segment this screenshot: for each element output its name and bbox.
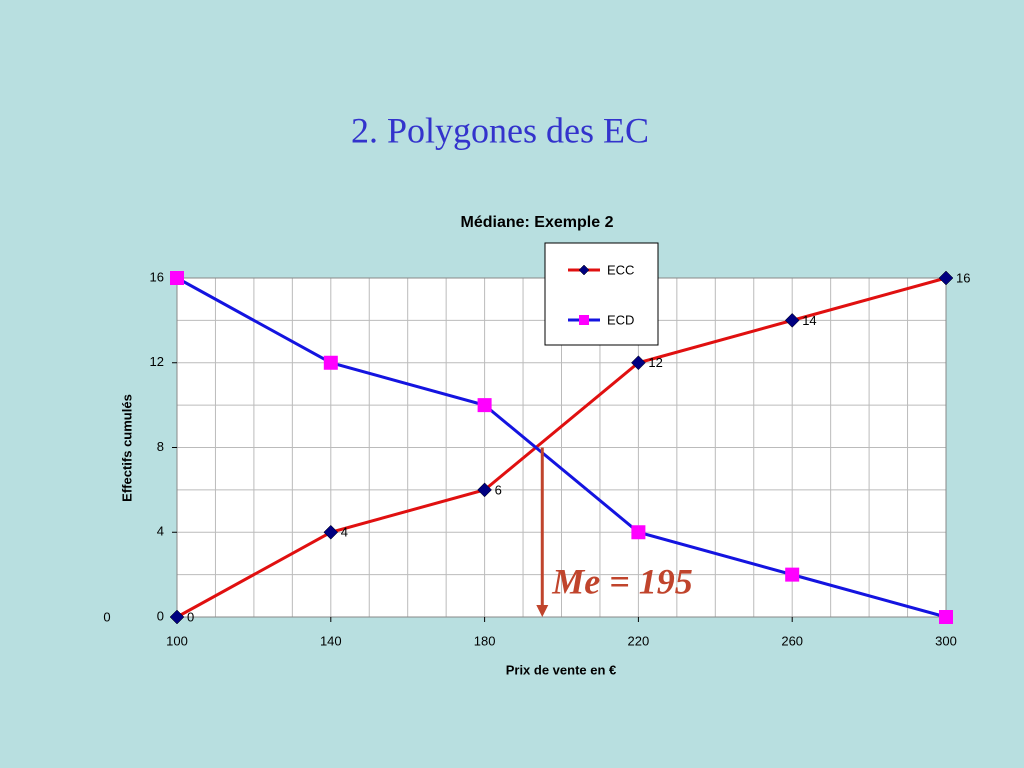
x-tick-label: 140 [320,633,342,648]
series-line [176,276,947,619]
data-point [323,524,339,540]
x-tick-label: 220 [628,633,650,648]
annotation-text: Me = 195 [551,561,693,601]
data-label: 4 [341,525,348,540]
y-tick-label: 8 [157,439,164,454]
annotation-arrowhead [536,605,549,617]
x-tick-label: 260 [781,633,803,648]
x-axis-label: Prix de vente en € [506,662,617,677]
y-tick-label: 0 [157,608,164,623]
x-tick-label: 100 [166,633,188,648]
data-point [938,270,954,286]
data-point [170,271,184,285]
data-point [477,482,492,498]
data-label: 12 [648,355,662,370]
legend-marker [579,315,589,325]
data-label: 14 [802,313,816,328]
data-point [477,398,492,413]
data-label: 6 [495,482,502,497]
legend-box [544,242,659,346]
x-tick-label: 180 [474,633,496,648]
data-point [631,355,646,371]
data-point [939,610,953,624]
y-tick-label: 16 [150,269,164,284]
data-point [169,609,185,625]
y-tick-label: 12 [150,354,164,369]
data-point [323,355,338,370]
legend-label: ECD [607,312,634,327]
y-tick-label: 4 [157,524,164,539]
slide-title: 2. Polygones des EC [351,110,649,150]
series-line [176,276,947,619]
data-point [631,525,646,540]
data-label: 16 [956,270,970,285]
legend-label: ECC [607,262,634,277]
data-label: 0 [187,609,194,624]
chart-title: Médiane: Exemple 2 [461,214,614,231]
x-tick-label: 300 [935,633,957,648]
y-axis-label: Effectifs cumulés [119,394,134,502]
stray-label: 0 [103,609,110,624]
data-point [785,567,800,582]
data-point [784,313,800,328]
legend-marker [578,264,590,276]
